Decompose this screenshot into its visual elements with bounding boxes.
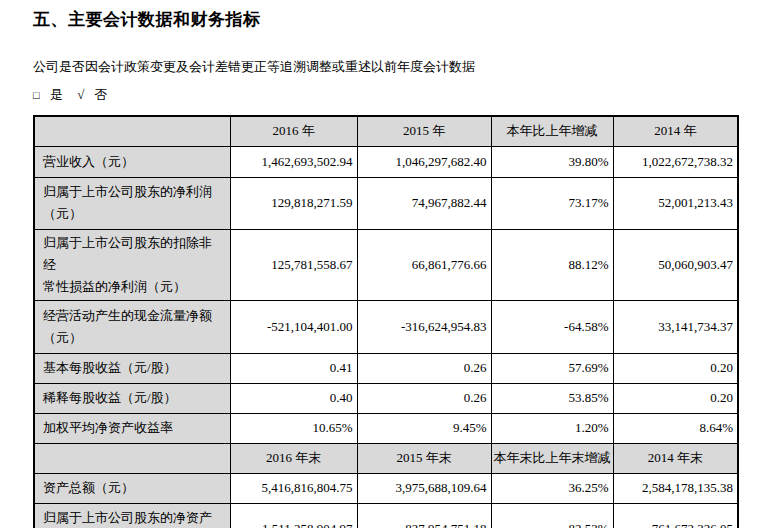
row-label-cell: 基本每股收益（元/股） — [34, 353, 230, 383]
header-cell-2016: 2016 年 — [230, 116, 357, 146]
value-cell-change: 39.80% — [491, 146, 613, 177]
value-cell-2015: 827,954,751.18 — [357, 503, 491, 528]
value-cell-change: 82.53% — [491, 503, 613, 528]
option-yes-label: 是 — [50, 87, 63, 102]
corner-cell — [34, 443, 230, 473]
row-label-cell: 加权平均净资产收益率 — [34, 413, 230, 443]
header-cell-2014: 2014 年 — [613, 116, 738, 146]
value-cell-change: 36.25% — [491, 473, 613, 503]
row-label-cell: 稀释每股收益（元/股） — [34, 383, 230, 413]
value-cell-change: 73.17% — [491, 177, 613, 229]
value-cell-2014: 52,001,213.43 — [613, 177, 738, 229]
value-cell-2015: -316,624,954.83 — [357, 300, 491, 353]
value-cell-2016: 1,462,693,502.94 — [230, 146, 357, 177]
annual-header-row: 2016 年 2015 年 本年比上年增减 2014 年 — [34, 116, 738, 146]
table-row-deducted-net-profit: 归属于上市公司股东的扣除非经 常性损益的净利润（元） 125,781,558.6… — [34, 229, 738, 300]
header-cell-2015-end: 2015 年末 — [357, 443, 491, 473]
value-cell-2014: 8.64% — [613, 413, 738, 443]
value-cell-change: 57.69% — [491, 353, 613, 383]
value-cell-2014: 1,022,672,738.32 — [613, 146, 738, 177]
row-label-cell: 营业收入（元） — [34, 146, 230, 177]
value-cell-2014: 2,584,178,135.38 — [613, 473, 738, 503]
value-cell-2015: 0.26 — [357, 383, 491, 413]
header-cell-2014-end: 2014 年末 — [613, 443, 738, 473]
restatement-question: 公司是否因会计政策变更及会计差错更正等追溯调整或重述以前年度会计数据 — [33, 58, 775, 76]
value-cell-2015: 9.45% — [357, 413, 491, 443]
header-cell-change: 本年比上年增减 — [491, 116, 613, 146]
table-row-weighted-roe: 加权平均净资产收益率 10.65% 9.45% 1.20% 8.64% — [34, 413, 738, 443]
value-cell-2014: 33,141,734.37 — [613, 300, 738, 353]
value-cell-2015: 1,046,297,682.40 — [357, 146, 491, 177]
value-cell-2016: 0.40 — [230, 383, 357, 413]
value-cell-2014: 50,060,903.47 — [613, 229, 738, 300]
value-cell-2014: 761,672,326.05 — [613, 503, 738, 528]
option-no-label: 否 — [95, 87, 108, 102]
value-cell-2016: 129,818,271.59 — [230, 177, 357, 229]
yes-no-options: □ 是 √ 否 — [33, 86, 775, 104]
row-label-cell: 归属于上市公司股东的净资产 （元） — [34, 503, 230, 528]
header-cell-2015: 2015 年 — [357, 116, 491, 146]
yearend-header-row: 2016 年末 2015 年末 本年末比上年末增减 2014 年末 — [34, 443, 738, 473]
row-label-cell: 归属于上市公司股东的净利润 （元） — [34, 177, 230, 229]
corner-cell — [34, 116, 230, 146]
table-row-revenue: 营业收入（元） 1,462,693,502.94 1,046,297,682.4… — [34, 146, 738, 177]
value-cell-2016: 10.65% — [230, 413, 357, 443]
row-label-cell: 资产总额（元） — [34, 473, 230, 503]
value-cell-change: 1.20% — [491, 413, 613, 443]
value-cell-2016: 5,416,816,804.75 — [230, 473, 357, 503]
row-label-cell: 归属于上市公司股东的扣除非经 常性损益的净利润（元） — [34, 229, 230, 300]
document-page: 五、主要会计数据和财务指标 公司是否因会计政策变更及会计差错更正等追溯调整或重述… — [0, 0, 775, 528]
value-cell-2015: 66,861,776.66 — [357, 229, 491, 300]
value-cell-2015: 3,975,688,109.64 — [357, 473, 491, 503]
checkmark-icon: √ — [77, 87, 84, 102]
value-cell-2014: 0.20 — [613, 353, 738, 383]
value-cell-2016: 125,781,558.67 — [230, 229, 357, 300]
value-cell-2015: 0.26 — [357, 353, 491, 383]
section-title: 五、主要会计数据和财务指标 — [33, 8, 775, 31]
table-row-net-profit: 归属于上市公司股东的净利润 （元） 129,818,271.59 74,967,… — [34, 177, 738, 229]
header-cell-end-change: 本年末比上年末增减 — [491, 443, 613, 473]
table-row-basic-eps: 基本每股收益（元/股） 0.41 0.26 57.69% 0.20 — [34, 353, 738, 383]
value-cell-2014: 0.20 — [613, 383, 738, 413]
row-label-cell: 经营活动产生的现金流量净额 （元） — [34, 300, 230, 353]
value-cell-change: 53.85% — [491, 383, 613, 413]
value-cell-change: -64.58% — [491, 300, 613, 353]
value-cell-change: 88.12% — [491, 229, 613, 300]
financial-indicators-table: 2016 年 2015 年 本年比上年增减 2014 年 营业收入（元） 1,4… — [33, 115, 739, 528]
table-row-operating-cash-flow: 经营活动产生的现金流量净额 （元） -521,104,401.00 -316,6… — [34, 300, 738, 353]
table-row-diluted-eps: 稀释每股收益（元/股） 0.40 0.26 53.85% 0.20 — [34, 383, 738, 413]
header-cell-2016-end: 2016 年末 — [230, 443, 357, 473]
table-row-total-assets: 资产总额（元） 5,416,816,804.75 3,975,688,109.6… — [34, 473, 738, 503]
value-cell-2015: 74,967,882.44 — [357, 177, 491, 229]
value-cell-2016: -521,104,401.00 — [230, 300, 357, 353]
value-cell-2016: 0.41 — [230, 353, 357, 383]
value-cell-2016: 1,511,258,904.97 — [230, 503, 357, 528]
checkbox-unchecked-icon: □ — [33, 89, 40, 101]
table-row-net-assets: 归属于上市公司股东的净资产 （元） 1,511,258,904.97 827,9… — [34, 503, 738, 528]
